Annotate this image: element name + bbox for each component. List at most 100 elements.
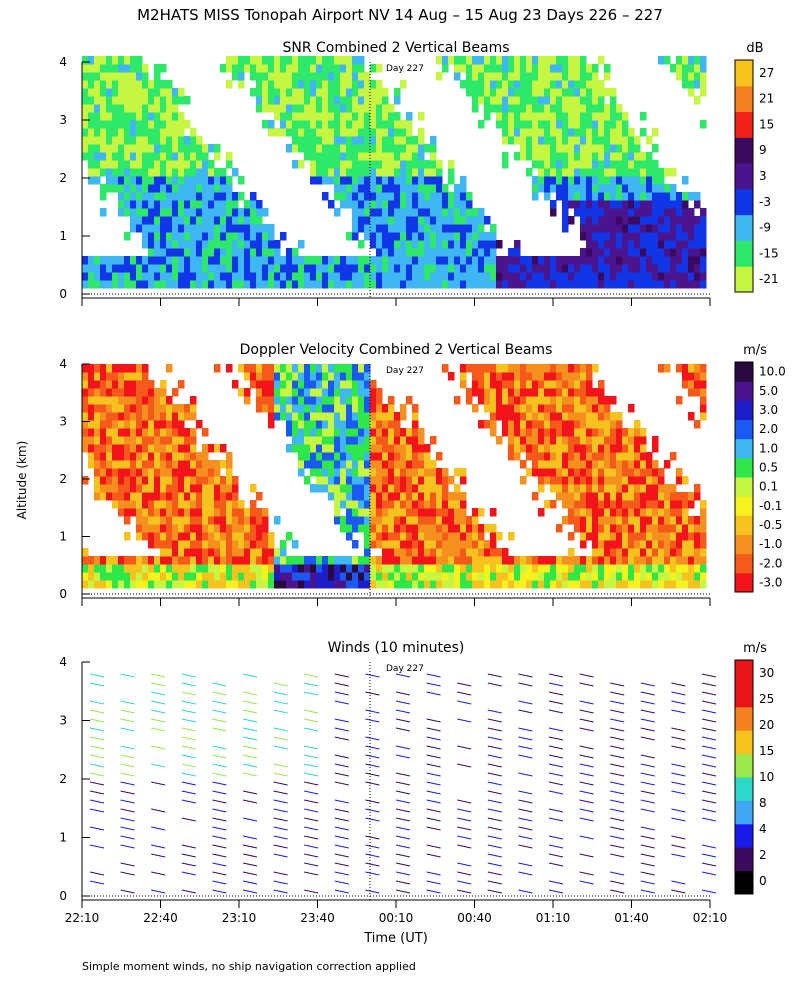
heatmap-cell (364, 436, 371, 445)
wind-barb (273, 700, 288, 705)
heatmap-cell (94, 80, 101, 89)
heatmap-cell (610, 420, 617, 429)
heatmap-cell (568, 160, 575, 169)
heatmap-cell (106, 72, 113, 81)
heatmap-cell (316, 128, 323, 137)
heatmap-cell (118, 460, 125, 469)
heatmap-cell (412, 444, 419, 453)
heatmap-cell (88, 280, 95, 289)
heatmap-cell (106, 564, 113, 573)
heatmap-cell (406, 436, 413, 445)
heatmap-cell (196, 508, 203, 517)
heatmap-cell (544, 468, 551, 477)
wind-barb (640, 754, 655, 759)
colorbar-swatch (735, 823, 753, 848)
heatmap-cell (238, 272, 245, 281)
heatmap-cell (556, 388, 563, 397)
heatmap-cell (322, 72, 329, 81)
heatmap-cell (424, 492, 431, 501)
heatmap-cell (598, 136, 605, 145)
heatmap-cell (394, 532, 401, 541)
heatmap-cell (610, 468, 617, 477)
heatmap-cell (256, 264, 263, 273)
heatmap-cell (280, 548, 287, 557)
heatmap-cell (646, 532, 653, 541)
wind-barb (640, 799, 655, 804)
heatmap-cell (250, 232, 257, 241)
heatmap-cell (382, 460, 389, 469)
heatmap-cell (682, 72, 689, 81)
heatmap-cell (406, 152, 413, 161)
wind-barb (640, 682, 655, 687)
heatmap-cell (256, 564, 263, 573)
heatmap-cell (598, 272, 605, 281)
heatmap-cell (328, 88, 335, 97)
heatmap-cell (448, 572, 455, 581)
heatmap-cell (112, 388, 119, 397)
heatmap-cell (106, 492, 113, 501)
heatmap-cell (112, 152, 119, 161)
heatmap-cell (184, 280, 191, 289)
y-tick-label: 1 (59, 831, 67, 845)
heatmap-cell (118, 412, 125, 421)
heatmap-cell (304, 572, 311, 581)
heatmap-cell (316, 420, 323, 429)
heatmap-cell (586, 168, 593, 177)
y-tick-label: 2 (59, 171, 67, 185)
heatmap-cell (172, 580, 179, 589)
heatmap-cell (514, 280, 521, 289)
heatmap-cell (328, 136, 335, 145)
heatmap-cell (436, 184, 443, 193)
wind-barb (671, 835, 686, 840)
heatmap-cell (466, 216, 473, 225)
heatmap-cell (322, 152, 329, 161)
heatmap-cell (100, 372, 107, 381)
heatmap-cell (382, 104, 389, 113)
heatmap-cell (142, 200, 149, 209)
heatmap-cell (304, 428, 311, 437)
heatmap-cell (208, 168, 215, 177)
heatmap-cell (418, 532, 425, 541)
heatmap-cell (394, 428, 401, 437)
heatmap-cell (520, 436, 527, 445)
heatmap-cell (328, 372, 335, 381)
heatmap-cell (394, 200, 401, 209)
heatmap-cell (304, 152, 311, 161)
wind-barb (151, 781, 166, 786)
heatmap-cell (256, 548, 263, 557)
heatmap-cell (130, 136, 137, 145)
heatmap-cell (412, 176, 419, 185)
heatmap-cell (346, 272, 353, 281)
heatmap-cell (226, 280, 233, 289)
heatmap-cell (688, 64, 695, 73)
heatmap-cell (280, 572, 287, 581)
heatmap-cell (436, 72, 443, 81)
wind-barb (487, 727, 502, 732)
heatmap-cell (634, 436, 641, 445)
heatmap-cell (190, 492, 197, 501)
heatmap-cell (112, 396, 119, 405)
panel-2: Doppler Velocity Combined 2 Vertical Bea… (59, 342, 786, 606)
heatmap-cell (106, 184, 113, 193)
heatmap-cell (574, 64, 581, 73)
heatmap-cell (526, 88, 533, 97)
x-axis-label: Time (UT) (363, 931, 428, 946)
heatmap-cell (322, 136, 329, 145)
wind-barb (242, 754, 258, 759)
wind-barb (365, 835, 380, 840)
heatmap-cell (550, 256, 557, 265)
heatmap-cell (340, 152, 347, 161)
heatmap-cell (82, 88, 89, 97)
heatmap-cell (628, 160, 635, 169)
heatmap-cell (226, 176, 233, 185)
heatmap-cell (538, 88, 545, 97)
heatmap-cell (208, 556, 215, 565)
heatmap-cell (292, 80, 299, 89)
heatmap-cell (196, 208, 203, 217)
heatmap-cell (592, 152, 599, 161)
heatmap-cell (622, 248, 629, 257)
heatmap-cell (610, 216, 617, 225)
heatmap-cell (622, 492, 629, 501)
heatmap-cell (304, 88, 311, 97)
heatmap-cell (382, 484, 389, 493)
